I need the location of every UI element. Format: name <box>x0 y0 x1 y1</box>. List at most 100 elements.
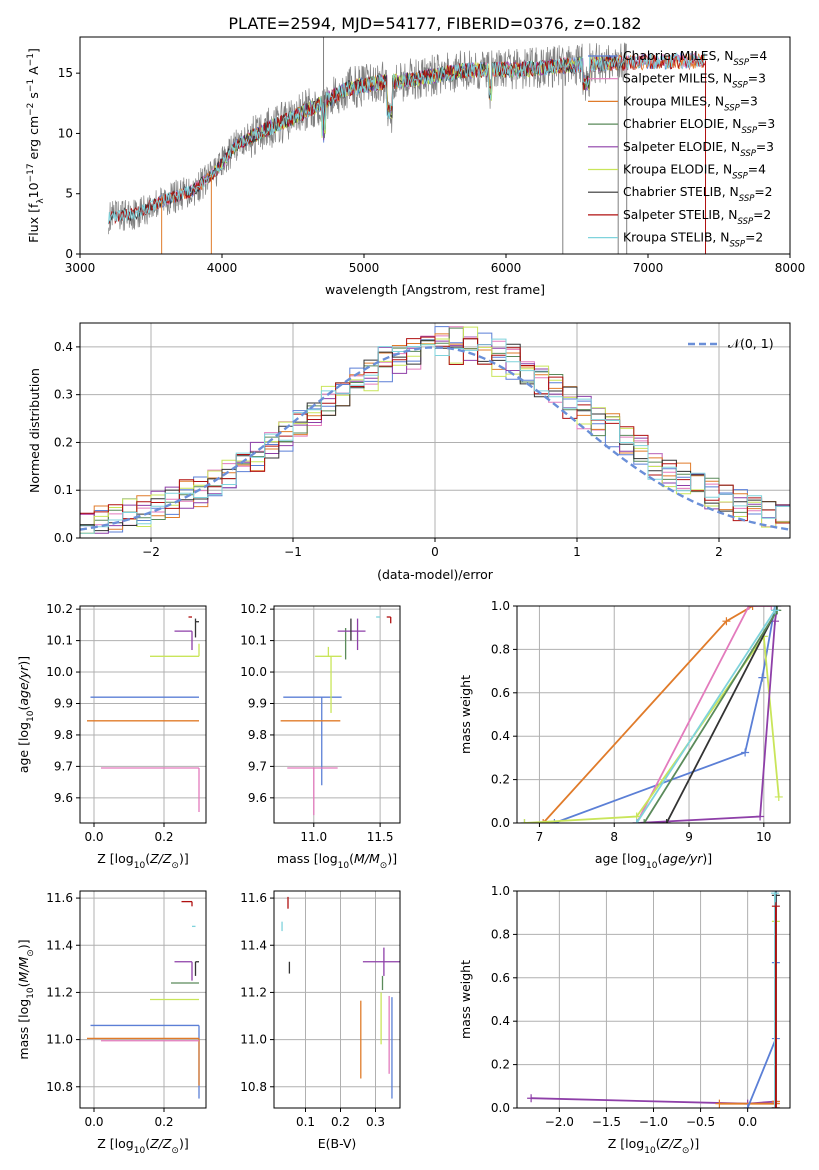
y-tick-label: 0.3 <box>54 388 73 402</box>
y-tick-label: 5 <box>65 187 73 201</box>
weight_vs_Z-chart: −2.0 −1.5 −1.0 −0.5 0.0 0.0 0.2 0.4 0.6 0.8 1.0 Z [… <box>458 884 791 1156</box>
weight_vs_age-xlabel: age [log10(age/yr)] <box>595 851 712 871</box>
y-tick-label: 9.6 <box>54 791 73 805</box>
x-tick-label: 7000 <box>633 261 664 275</box>
residuals-ylabel: Normed distribution <box>27 368 42 493</box>
residuals-legend: 𝒩(0, 1) <box>688 336 774 351</box>
weight-point <box>520 819 529 823</box>
weight-point <box>715 1099 724 1108</box>
y-tick-label: 10.2 <box>240 602 267 616</box>
weight-point <box>770 1104 779 1108</box>
weight-line <box>665 609 778 823</box>
spectrum-ylabel: Flux [fλ10−17 erg cm−2 s−1 A−1] <box>26 48 46 243</box>
weight-point <box>743 1104 752 1108</box>
y-tick-label: 11.4 <box>240 938 267 952</box>
weight-point <box>771 891 780 900</box>
y-tick-label: 9.7 <box>54 759 73 773</box>
y-tick-label: 9.9 <box>248 696 267 710</box>
x-tick-label: 3000 <box>65 261 96 275</box>
x-tick-label: 0.0 <box>84 1115 103 1129</box>
errorbar-point <box>283 696 342 786</box>
residuals-chart: −2 −1 0 1 2 0.0 0.1 0.2 0.3 0.4 (data-model)/error… <box>27 322 791 582</box>
axes-frame <box>516 605 791 824</box>
residual-histogram <box>80 336 790 538</box>
x-tick-label: 0.3 <box>366 1115 385 1129</box>
errorbar-point <box>174 630 193 651</box>
x-tick-label: 0.2 <box>154 830 173 844</box>
errorbar-point <box>386 616 392 624</box>
weight-line <box>643 609 779 823</box>
x-tick-label: 6000 <box>491 261 522 275</box>
weight-point <box>527 1094 536 1103</box>
x-tick-label: 0.0 <box>84 830 103 844</box>
spectrum-plot-area <box>108 37 707 254</box>
weight-point <box>640 819 649 823</box>
errorbar-point <box>362 947 400 976</box>
legend-label: Kroupa STELIB, NSSP=2 <box>623 231 763 250</box>
y-tick-label: 11.2 <box>240 985 267 999</box>
legend-label: Chabrier STELIB, NSSP=2 <box>623 185 773 204</box>
y-tick-label: 9.6 <box>248 791 267 805</box>
weight-point <box>774 792 783 801</box>
axes-frame <box>273 605 401 824</box>
y-tick-label: 10.2 <box>46 602 73 616</box>
data-spectrum <box>108 42 627 235</box>
y-tick-label: 9.8 <box>54 728 73 742</box>
y-tick-label: 0.2 <box>54 435 73 449</box>
x-tick-label: 0.2 <box>154 1115 173 1129</box>
x-tick-label: −1 <box>284 545 302 559</box>
y-tick-label: 9.8 <box>248 728 267 742</box>
errorbar-point <box>174 961 193 981</box>
x-tick-label: 10 <box>756 830 771 844</box>
axes-frame <box>79 605 207 824</box>
x-tick-label: −2 <box>142 545 160 559</box>
weight-point <box>744 606 753 610</box>
x-tick-label: 9 <box>685 830 693 844</box>
weight-point <box>770 891 779 898</box>
weight-line <box>635 606 772 823</box>
weight-line <box>746 891 777 1108</box>
weight_vs_age-ylabel: mass weight <box>458 675 473 754</box>
weight-line <box>635 609 776 823</box>
y-tick-label: 0.4 <box>491 1014 510 1028</box>
mass_vs_Z-chart: 0.0 0.2 10.8 11.0 11.2 11.4 11.6 Z [log10(Z/Z⊙)… <box>16 890 207 1156</box>
weight-point <box>771 617 780 626</box>
x-tick-label: 8000 <box>775 261 806 275</box>
y-tick-label: 0.6 <box>491 971 510 985</box>
y-tick-label: 10.8 <box>46 1080 73 1094</box>
axes-frame <box>79 890 207 1109</box>
mass_vs_EBV-xlabel: E(B-V) <box>318 1136 357 1151</box>
y-tick-label: 1.0 <box>491 599 510 613</box>
y-tick-label: 11.0 <box>240 1033 267 1047</box>
legend-label: Kroupa MILES, NSSP=3 <box>623 94 758 113</box>
legend-label: Salpeter ELODIE, NSSP=3 <box>623 140 774 159</box>
errorbar-point <box>87 1037 200 1086</box>
weight-point <box>632 819 641 823</box>
weight-point <box>662 819 671 823</box>
x-tick-label: 8 <box>610 830 618 844</box>
mass_vs_Z-xlabel: Z [log10(Z/Z⊙)] <box>97 1136 188 1156</box>
x-tick-label: −2.0 <box>545 1115 574 1129</box>
errorbar-point <box>194 618 199 638</box>
y-tick-label: 0.6 <box>491 686 510 700</box>
x-tick-label: 11.5 <box>367 830 394 844</box>
age_vs_mass-xlabel: mass [log10(M/M⊙)] <box>277 851 397 871</box>
y-tick-label: 9.9 <box>54 696 73 710</box>
mass_vs_Z-plot-area <box>80 891 206 1108</box>
age_vs_Z-ylabel: age [log10(age/yr)] <box>16 656 36 773</box>
weight-point <box>722 617 731 626</box>
y-tick-label: 0.8 <box>491 642 510 656</box>
weight_vs_Z-ylabel: mass weight <box>458 960 473 1039</box>
errorbar-point <box>90 1024 200 1099</box>
weight-point <box>748 606 757 610</box>
axes-frame <box>516 890 791 1109</box>
errorbar-point <box>194 961 199 976</box>
weight-line <box>524 606 776 823</box>
y-tick-label: 0.0 <box>491 1101 510 1115</box>
mass_vs_Z-ylabel: mass [log10(M/M⊙)] <box>16 939 36 1059</box>
age_vs_Z-xlabel: Z [log10(Z/Z⊙)] <box>97 851 188 871</box>
y-tick-label: 0.4 <box>54 340 73 354</box>
y-tick-label: 10 <box>58 126 73 140</box>
figure-title: PLATE=2594, MJD=54177, FIBERID=0376, z=0… <box>228 14 641 33</box>
